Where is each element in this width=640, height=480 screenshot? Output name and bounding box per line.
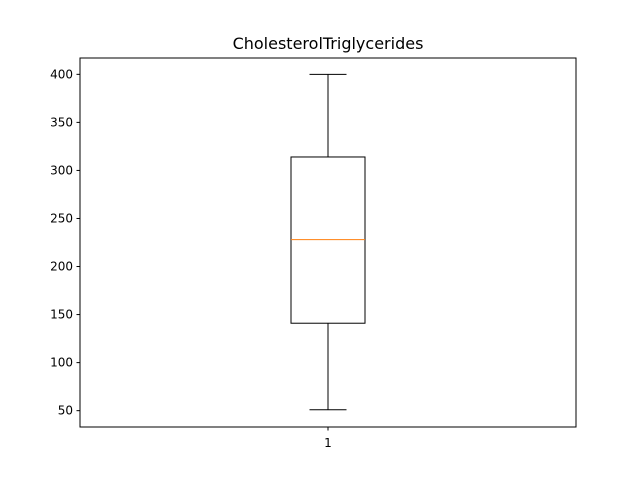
chart-title: CholesterolTriglycerides: [233, 34, 424, 53]
y-tick-label: 150: [50, 308, 73, 322]
y-axis: 50 100 150 200 250 300 350 400: [50, 67, 80, 418]
x-tick-label: 1: [324, 436, 332, 450]
y-tick-label: 400: [50, 67, 73, 81]
box-group: [290, 73, 366, 411]
boxes-layer: [290, 73, 366, 411]
y-tick-label: 300: [50, 163, 73, 177]
y-tick-label: 100: [50, 356, 73, 370]
x-axis: 1: [324, 427, 332, 450]
y-tick-label: 50: [58, 404, 73, 418]
y-tick-label: 200: [50, 260, 73, 274]
y-tick-label: 350: [50, 115, 73, 129]
y-tick-label: 250: [50, 211, 73, 225]
